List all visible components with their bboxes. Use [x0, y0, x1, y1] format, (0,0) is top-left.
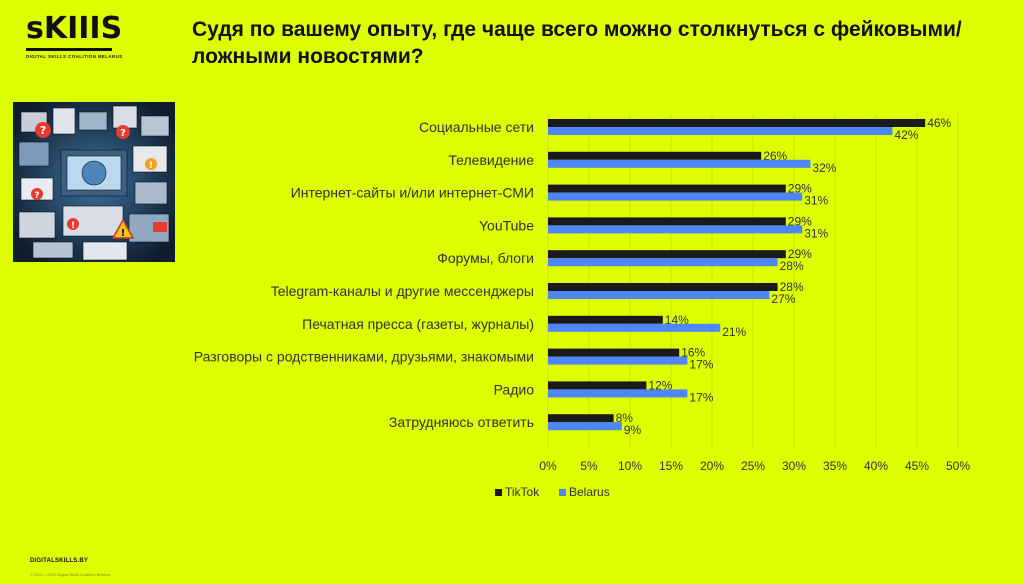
svg-text:!: ! [71, 221, 75, 231]
logo-underline [26, 48, 112, 51]
bar-tiktok [548, 283, 778, 291]
svg-text:?: ? [34, 191, 39, 201]
brand-logo: sKIIIS DIGITAL SKILLS COALITION BELARUS [26, 12, 122, 60]
x-tick-label: 10% [618, 459, 642, 473]
data-label: 46% [927, 116, 951, 130]
bar-belarus [548, 192, 803, 201]
x-tick-label: 15% [659, 459, 683, 473]
data-label: 27% [771, 292, 795, 306]
data-label: 14% [665, 313, 689, 327]
svg-text:!: ! [149, 161, 153, 171]
bar-tiktok [548, 119, 926, 127]
bar-tiktok [548, 151, 762, 160]
bar-belarus [548, 258, 778, 267]
category-label: Радио [494, 381, 535, 397]
category-label: YouTube [479, 217, 534, 233]
category-label: Telegram-каналы и другие мессенджеры [271, 283, 534, 299]
x-tick-label: 25% [741, 459, 765, 473]
x-tick-label: 5% [580, 459, 598, 473]
data-label: 26% [763, 149, 787, 163]
bar-tiktok [548, 217, 786, 226]
x-tick-label: 30% [782, 459, 806, 473]
data-label: 29% [788, 182, 812, 196]
legend-swatch-tiktok [495, 489, 502, 496]
x-tick-label: 40% [864, 459, 888, 473]
svg-text:?: ? [40, 124, 46, 137]
bar-tiktok [548, 250, 786, 259]
bar-belarus [548, 159, 811, 168]
data-label: 17% [689, 390, 713, 404]
footer-copyright: © 2021 – 2023 Digital Skills Coalition B… [30, 572, 111, 577]
data-label: 29% [788, 247, 812, 261]
category-label: Разговоры с родственниками, друзьями, зн… [194, 349, 534, 365]
page-title: Судя по вашему опыту, где чаще всего мож… [192, 18, 962, 68]
data-label: 28% [780, 259, 804, 273]
data-label: 21% [722, 325, 746, 339]
footer-site-link[interactable]: DIGITALSKILLS.BY [30, 558, 89, 564]
legend-label-tiktok: TikTok [505, 485, 540, 499]
logo-tagline: DIGITAL SKILLS COALITION BELARUS [26, 54, 123, 59]
category-label: Печатная пресса (газеты, журналы) [302, 316, 534, 332]
svg-text:!: ! [121, 228, 126, 239]
data-label: 42% [894, 128, 918, 142]
data-label: 28% [780, 280, 804, 294]
logo-wordmark: sKIIIS [26, 11, 123, 46]
data-label: 9% [624, 423, 642, 437]
legend-swatch-belarus [559, 489, 566, 496]
bar-belarus [548, 422, 622, 431]
category-label: Затрудняюсь ответить [389, 414, 534, 430]
bar-tiktok [548, 348, 680, 357]
bar-belarus [548, 225, 803, 234]
x-tick-label: 50% [946, 459, 970, 473]
data-label: 31% [804, 194, 828, 208]
bar-belarus [548, 127, 893, 135]
data-label: 29% [788, 214, 812, 228]
data-label: 17% [689, 358, 713, 372]
bar-belarus [548, 291, 770, 299]
x-tick-label: 20% [700, 459, 724, 473]
category-label: Социальные сети [419, 119, 534, 135]
bar-tiktok [548, 184, 786, 193]
svg-text:?: ? [120, 128, 126, 139]
category-label: Телевидение [448, 152, 534, 168]
legend-label-belarus: Belarus [569, 485, 610, 499]
data-label: 12% [648, 378, 672, 392]
category-label: Форумы, блоги [437, 250, 534, 266]
bar-tiktok [548, 315, 663, 324]
x-tick-label: 35% [823, 459, 847, 473]
fake-news-illustration: ? ? ! ? ! ! [13, 102, 175, 262]
data-label: 31% [804, 226, 828, 240]
data-label: 8% [616, 411, 634, 425]
bar-tiktok [548, 414, 614, 423]
bar-tiktok [548, 381, 647, 390]
bar-belarus [548, 356, 688, 365]
bar-belarus [548, 389, 688, 398]
data-label: 32% [812, 161, 836, 175]
x-tick-label: 0% [539, 459, 557, 473]
bar-belarus [548, 323, 721, 332]
category-label: Интернет-сайты и/или интернет-СМИ [291, 185, 534, 201]
x-tick-label: 45% [905, 459, 929, 473]
data-label: 16% [681, 346, 705, 360]
